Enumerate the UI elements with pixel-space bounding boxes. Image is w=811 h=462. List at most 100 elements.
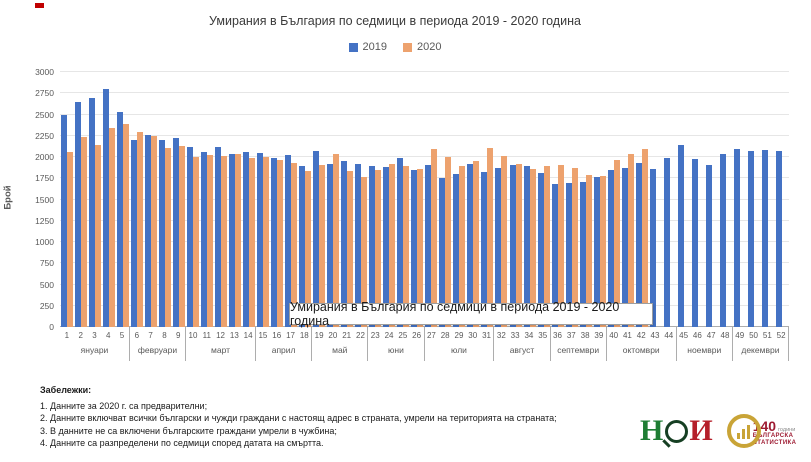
bar-2020-week-22[interactable] xyxy=(361,176,368,327)
bar-2020-week-40[interactable] xyxy=(613,159,620,327)
bar-2019-week-42[interactable] xyxy=(635,162,642,327)
bar-2019-week-7[interactable] xyxy=(145,134,152,327)
bar-2019-week-22[interactable] xyxy=(355,163,362,327)
bar-2019-week-49[interactable] xyxy=(733,149,740,327)
bar-2019-week-11[interactable] xyxy=(201,151,208,327)
bar-2019-week-17[interactable] xyxy=(285,155,292,327)
bar-2019-week-27[interactable] xyxy=(425,164,432,327)
bar-2020-week-11[interactable] xyxy=(207,155,214,327)
bar-2020-week-10[interactable] xyxy=(193,157,200,327)
bar-2019-week-52[interactable] xyxy=(775,151,782,327)
bar-2020-week-27[interactable] xyxy=(431,148,438,327)
bar-2019-week-41[interactable] xyxy=(621,168,628,327)
bar-2020-week-29[interactable] xyxy=(459,166,466,327)
bar-2019-week-33[interactable] xyxy=(509,164,516,327)
bar-2020-week-16[interactable] xyxy=(277,159,284,327)
bar-2019-week-46[interactable] xyxy=(691,158,698,327)
legend-item-2019[interactable]: 2019 xyxy=(348,41,387,53)
bar-2020-week-2[interactable] xyxy=(81,137,88,327)
bar-2019-week-8[interactable] xyxy=(159,140,166,327)
bar-2019-week-28[interactable] xyxy=(439,178,446,327)
bar-2019-week-4[interactable] xyxy=(103,89,110,327)
bar-2019-week-34[interactable] xyxy=(523,166,530,327)
bar-2019-week-29[interactable] xyxy=(453,174,460,327)
bar-2019-week-25[interactable] xyxy=(397,157,404,327)
bar-2020-week-5[interactable] xyxy=(123,123,130,327)
bar-2020-week-23[interactable] xyxy=(375,169,382,327)
month-group-октомври: 40 41 42 43 44 октомври xyxy=(605,327,676,361)
bar-2019-week-30[interactable] xyxy=(467,163,474,327)
bar-2019-week-5[interactable] xyxy=(117,111,124,327)
bar-2019-week-51[interactable] xyxy=(761,150,768,327)
bar-2020-week-14[interactable] xyxy=(249,157,256,327)
bar-2020-week-3[interactable] xyxy=(95,145,102,327)
bar-2019-week-21[interactable] xyxy=(341,161,348,327)
bar-2020-week-20[interactable] xyxy=(333,153,340,327)
bar-2019-week-39[interactable] xyxy=(593,176,600,327)
bar-2019-week-6[interactable] xyxy=(131,140,138,327)
bar-2019-week-50[interactable] xyxy=(747,151,754,327)
legend-item-2020[interactable]: 2020 xyxy=(403,41,441,53)
bar-2019-week-19[interactable] xyxy=(313,151,320,327)
bar-2019-week-12[interactable] xyxy=(215,146,222,327)
bar-2020-week-28[interactable] xyxy=(445,157,452,327)
bar-2020-week-9[interactable] xyxy=(179,145,186,327)
bar-2019-week-24[interactable] xyxy=(383,167,390,327)
bar-group-week-40 xyxy=(607,72,621,327)
bar-2020-week-31[interactable] xyxy=(487,147,494,327)
bar-group-week-50 xyxy=(747,72,761,327)
bar-2019-week-16[interactable] xyxy=(271,157,278,327)
bar-2020-week-17[interactable] xyxy=(291,162,298,327)
bar-2020-week-21[interactable] xyxy=(347,171,354,327)
bar-2020-week-12[interactable] xyxy=(221,156,228,327)
bar-2020-week-18[interactable] xyxy=(305,171,312,327)
bar-2019-week-35[interactable] xyxy=(537,173,544,327)
bar-2019-week-48[interactable] xyxy=(719,153,726,327)
bar-2020-week-37[interactable] xyxy=(571,168,578,327)
bar-2019-week-38[interactable] xyxy=(579,181,586,327)
bar-2020-week-8[interactable] xyxy=(165,147,172,327)
bar-2019-week-40[interactable] xyxy=(607,169,614,327)
bar-2020-week-1[interactable] xyxy=(67,151,73,327)
bar-2020-week-39[interactable] xyxy=(599,175,606,327)
bar-2019-week-23[interactable] xyxy=(369,166,376,327)
bar-2019-week-13[interactable] xyxy=(229,153,236,327)
bar-2019-week-36[interactable] xyxy=(551,184,558,327)
bar-2019-week-9[interactable] xyxy=(173,138,180,327)
bar-2020-week-24[interactable] xyxy=(389,163,396,327)
bar-2020-week-38[interactable] xyxy=(585,174,592,327)
bar-2019-week-2[interactable] xyxy=(75,101,82,327)
bar-2019-week-31[interactable] xyxy=(481,172,488,327)
bar-2020-week-4[interactable] xyxy=(109,128,116,327)
bar-2020-week-25[interactable] xyxy=(403,165,410,327)
week-tick-label: 42 xyxy=(636,330,646,340)
bar-2019-week-37[interactable] xyxy=(565,183,572,327)
bar-2019-week-26[interactable] xyxy=(411,169,418,327)
bar-2020-week-7[interactable] xyxy=(151,135,158,327)
bar-2020-week-30[interactable] xyxy=(473,161,480,327)
bar-2020-week-42[interactable] xyxy=(641,149,648,327)
bar-2020-week-33[interactable] xyxy=(515,163,522,327)
bar-2019-week-10[interactable] xyxy=(187,146,194,327)
bar-2020-week-34[interactable] xyxy=(529,168,536,327)
bar-2020-week-36[interactable] xyxy=(557,164,564,327)
bar-2020-week-35[interactable] xyxy=(543,165,550,327)
bar-2019-week-43[interactable] xyxy=(649,168,656,327)
bar-2019-week-32[interactable] xyxy=(495,168,502,327)
bar-2020-week-15[interactable] xyxy=(263,157,270,327)
bar-2019-week-14[interactable] xyxy=(243,151,250,327)
bar-2019-week-18[interactable] xyxy=(299,165,306,327)
bar-2020-week-6[interactable] xyxy=(137,131,144,327)
bar-2020-week-13[interactable] xyxy=(235,153,242,327)
bar-2020-week-32[interactable] xyxy=(501,156,508,327)
bar-2019-week-1[interactable] xyxy=(61,114,67,327)
bar-2019-week-47[interactable] xyxy=(705,164,712,327)
bar-2019-week-3[interactable] xyxy=(89,97,96,327)
bar-2020-week-26[interactable] xyxy=(417,168,424,327)
bar-2020-week-41[interactable] xyxy=(627,153,634,327)
bar-2019-week-45[interactable] xyxy=(677,145,684,327)
bar-2019-week-20[interactable] xyxy=(327,163,334,327)
bar-2019-week-44[interactable] xyxy=(663,157,670,327)
bar-2020-week-19[interactable] xyxy=(319,164,326,327)
bar-2019-week-15[interactable] xyxy=(257,152,264,327)
